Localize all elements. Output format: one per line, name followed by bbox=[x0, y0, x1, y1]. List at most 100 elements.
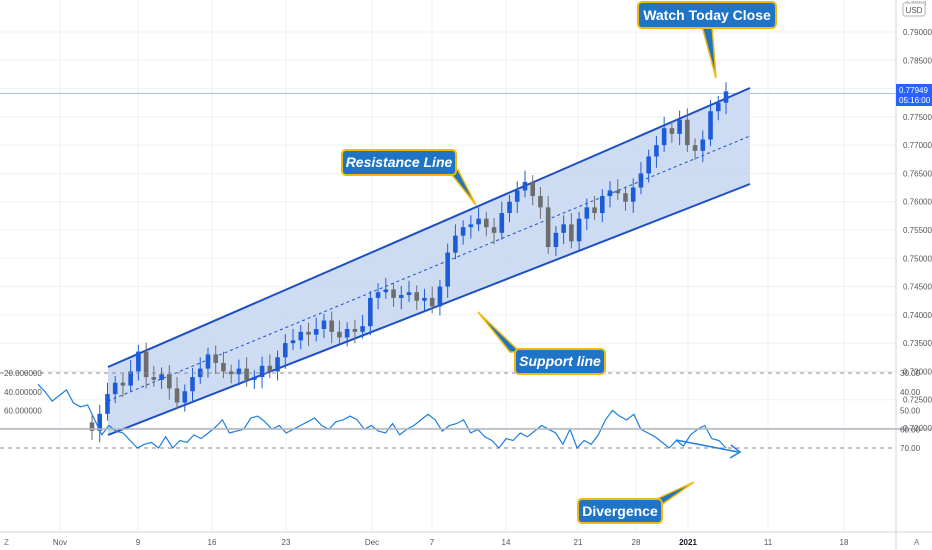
rsi-right-tick-label: 50.00 bbox=[900, 407, 921, 416]
candle-body bbox=[530, 181, 536, 197]
x-tick-label: 23 bbox=[282, 538, 291, 547]
candle-body bbox=[538, 196, 543, 208]
candle-body bbox=[167, 374, 172, 389]
candle-body bbox=[321, 320, 327, 329]
candle-body bbox=[236, 368, 242, 375]
y-tick-label: 0.74000 bbox=[903, 311, 932, 320]
rsi-right-tick-label: 30.00 bbox=[900, 369, 921, 378]
x-tick-label: 9 bbox=[136, 538, 141, 547]
y-tick-label: 0.75000 bbox=[903, 254, 932, 263]
candle-body bbox=[174, 388, 180, 403]
countdown-value: 05:16:00 bbox=[899, 96, 931, 105]
y-tick-label: 0.76000 bbox=[903, 198, 932, 207]
candle-body bbox=[561, 224, 566, 233]
x-tick-label: 2021 bbox=[679, 538, 697, 547]
candle-body bbox=[522, 181, 528, 191]
candle-body bbox=[414, 292, 420, 301]
watch-callout-label: Watch Today Close bbox=[643, 7, 771, 23]
rsi-right-tick-label: 70.00 bbox=[900, 444, 921, 453]
candle-body bbox=[105, 394, 110, 414]
x-tick-label: 11 bbox=[764, 538, 773, 547]
candle-body bbox=[514, 190, 520, 202]
support-callout: Support line bbox=[477, 311, 606, 375]
candle-body bbox=[491, 227, 497, 233]
candle-body bbox=[723, 91, 729, 103]
candle-body bbox=[275, 357, 280, 372]
y-tick-label: 0.73000 bbox=[903, 367, 932, 376]
candle-body bbox=[685, 119, 690, 146]
currency-label: USD bbox=[906, 6, 923, 15]
candle-body bbox=[584, 207, 590, 219]
last-price-label: 0.77949 05:16:00 bbox=[896, 84, 932, 106]
candle-body bbox=[484, 218, 489, 228]
x-tick-label: 7 bbox=[430, 538, 435, 547]
candle-body bbox=[182, 391, 188, 403]
support-line bbox=[107, 183, 751, 436]
candle-body bbox=[437, 286, 443, 307]
x-tick-label: 18 bbox=[840, 538, 849, 547]
rsi-right-tick-label: 60.00 bbox=[900, 425, 921, 434]
candle-body bbox=[375, 292, 381, 298]
divergence-arrow bbox=[675, 439, 742, 459]
candle-body bbox=[352, 329, 358, 332]
candle-body bbox=[499, 213, 505, 233]
zoom-icon[interactable]: Z bbox=[4, 538, 9, 547]
resistance-line bbox=[107, 87, 751, 368]
resistance-callout-label: Resistance Line bbox=[346, 154, 453, 170]
y-tick-label: 0.76500 bbox=[903, 169, 932, 178]
candle-body bbox=[453, 235, 458, 253]
y-tick-label: 0.72500 bbox=[903, 396, 932, 405]
candle-body bbox=[267, 365, 273, 372]
divergence-callout: Divergence bbox=[577, 481, 695, 524]
candle-body bbox=[190, 377, 195, 392]
candle-body bbox=[507, 201, 512, 214]
candle-body bbox=[128, 371, 133, 386]
candle-body bbox=[97, 413, 103, 431]
rsi-pane bbox=[0, 372, 896, 450]
candle-body bbox=[298, 331, 304, 341]
y-tick-label: 0.77000 bbox=[903, 141, 932, 150]
candle-body bbox=[576, 218, 582, 242]
candle-body bbox=[715, 102, 721, 112]
watch-callout-box bbox=[637, 1, 777, 29]
candle-body bbox=[306, 331, 311, 335]
rsi-line bbox=[37, 383, 727, 450]
candle-body bbox=[337, 331, 342, 338]
candle-body bbox=[398, 295, 404, 298]
candle-body bbox=[136, 351, 141, 372]
y-tick-label: 0.74500 bbox=[903, 283, 932, 292]
y-tick-label: 0.75500 bbox=[903, 226, 932, 235]
candle-body bbox=[344, 329, 350, 338]
currency-badge[interactable]: USD bbox=[902, 2, 926, 17]
x-tick-label: Nov bbox=[53, 538, 67, 547]
rsi-left-tick-label: 20.000000 bbox=[4, 369, 42, 378]
candle-body bbox=[615, 190, 621, 194]
auto-scale-icon[interactable]: A bbox=[914, 538, 920, 547]
candle-body bbox=[592, 207, 597, 214]
candle-body bbox=[120, 382, 126, 386]
candle-body bbox=[391, 289, 396, 298]
candle-body bbox=[476, 218, 481, 225]
y-tick-label: 0.78500 bbox=[903, 56, 932, 65]
resistance-callout: Resistance Line bbox=[341, 149, 477, 206]
candle-body bbox=[654, 145, 659, 157]
candle-body bbox=[638, 173, 644, 188]
candle-body bbox=[677, 119, 682, 134]
candle-body bbox=[646, 156, 651, 174]
candles bbox=[89, 82, 729, 443]
candle-body bbox=[692, 145, 698, 151]
candle-body bbox=[228, 371, 234, 375]
y-tick-label: 0.79000 bbox=[903, 28, 932, 37]
watch-callout: Watch Today Close bbox=[637, 1, 777, 79]
candle-body bbox=[313, 329, 319, 335]
candle-body bbox=[599, 196, 605, 214]
candle-body bbox=[360, 326, 365, 332]
divergence-callout-label: Divergence bbox=[582, 503, 658, 519]
candle-body bbox=[368, 297, 373, 327]
y-tick-label: 0.77500 bbox=[903, 113, 932, 122]
candle-body bbox=[221, 362, 226, 372]
candle-body bbox=[406, 292, 412, 296]
candle-body bbox=[669, 128, 675, 134]
x-tick-label: Dec bbox=[365, 538, 379, 547]
candle-body bbox=[213, 354, 219, 363]
